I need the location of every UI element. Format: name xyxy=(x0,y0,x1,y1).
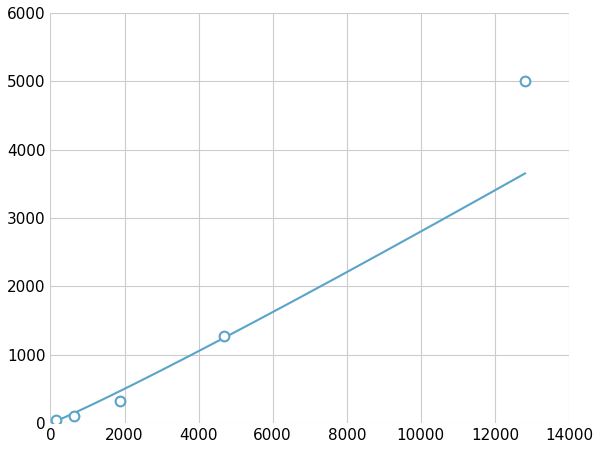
Point xyxy=(52,416,61,423)
Point xyxy=(520,78,530,85)
Point xyxy=(69,413,79,420)
Point xyxy=(219,332,229,339)
Point xyxy=(115,398,125,405)
